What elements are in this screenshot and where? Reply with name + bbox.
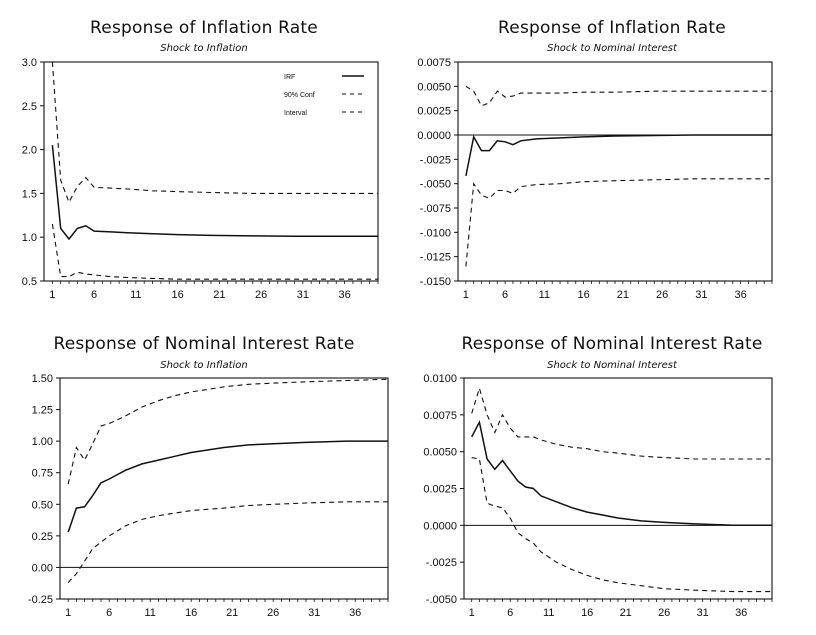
irf-line (67, 440, 388, 533)
y-tick-label: -.0150 (420, 276, 451, 288)
x-tick-label: 11 (130, 289, 141, 301)
panel-subtitle: Shock to Nominal Interest (547, 360, 677, 371)
plot-frame (457, 61, 773, 282)
confidence-band-line (51, 224, 378, 280)
y-tick-label: -.0100 (420, 227, 451, 239)
x-tick-label: 36 (338, 289, 350, 301)
y-tick-label: 0.5 (22, 276, 37, 288)
y-tick-label: 0.00 (32, 562, 53, 574)
x-tick-label: 36 (735, 607, 747, 619)
x-tick-label: 1 (469, 607, 475, 619)
y-tick-label: 0.0075 (417, 57, 451, 69)
y-tick-label: 1.00 (32, 436, 53, 448)
y-tick-label: 2.0 (22, 145, 37, 157)
y-tick-label: 0.0050 (417, 81, 451, 93)
plot-frame (43, 61, 379, 282)
chart-panel-3: Response of Nominal Interest Rate Shock … (0, 318, 408, 635)
x-tick-label: 31 (695, 289, 707, 301)
x-tick-label: 26 (656, 289, 668, 301)
x-tick-label: 6 (507, 607, 513, 619)
y-tick-label: 0.0025 (417, 106, 451, 118)
x-tick-label: 21 (617, 289, 629, 301)
y-tick-label: -.0050 (420, 179, 451, 191)
confidence-band-line (67, 378, 389, 485)
confidence-band-line (471, 386, 772, 460)
legend-label: 90% Conf (284, 92, 315, 99)
x-tick-label: 36 (734, 289, 746, 301)
y-tick-label: 0.25 (32, 531, 53, 543)
chart-svg: -.0150 -.0125 -.0100 -.0075 -.0050 -.0025 0.00… (417, 57, 773, 301)
irf-line (471, 419, 772, 527)
confidence-band-line (465, 178, 772, 267)
confidence-band-line (471, 457, 772, 593)
y-tick-label: 0.0025 (423, 484, 457, 496)
x-tick-label: 6 (91, 289, 97, 301)
x-tick-label: 31 (697, 607, 709, 619)
y-tick-label: 0.0075 (423, 410, 457, 422)
x-tick-label: 1 (49, 289, 55, 301)
x-tick-label: 11 (543, 607, 554, 619)
panel-title: Response of Nominal Interest Rate (461, 334, 763, 354)
y-tick-label: 0.0000 (423, 520, 457, 532)
x-tick-label: 21 (213, 289, 225, 301)
y-tick-label: -.0075 (420, 203, 451, 215)
legend-label: Interval (284, 110, 307, 117)
legend-label: IRF (284, 74, 295, 81)
x-tick-label: 36 (349, 607, 361, 619)
x-tick-label: 6 (106, 607, 112, 619)
panel-subtitle: Shock to Nominal Interest (547, 43, 677, 54)
x-tick-label: 31 (297, 289, 309, 301)
chart-panel-1: Response of Inflation Rate Shock to Infl… (0, 0, 408, 318)
plot-frame (59, 377, 389, 600)
x-tick-label: 31 (308, 607, 320, 619)
y-tick-label: -.0050 (426, 594, 457, 606)
y-tick-label: -.0025 (420, 154, 451, 166)
chart-svg: -.0050 -.0025 0.0000 0.0025 0.0050 0.0075 0.01… (423, 373, 773, 619)
y-tick-label: -0.25 (28, 594, 53, 606)
x-tick-label: 26 (267, 607, 279, 619)
x-tick-label: 1 (463, 289, 469, 301)
confidence-band-line (465, 85, 772, 107)
panel-subtitle: Shock to Inflation (160, 43, 248, 54)
x-tick-label: 21 (620, 607, 632, 619)
y-tick-label: 0.75 (32, 468, 53, 480)
x-tick-label: 11 (539, 289, 550, 301)
panel-title: Response of Nominal Interest Rate (53, 334, 355, 354)
y-tick-label: 0.0100 (423, 373, 457, 385)
y-tick-label: 1.0 (22, 232, 37, 244)
x-tick-label: 16 (185, 607, 197, 619)
y-tick-label: 1.50 (32, 373, 53, 385)
chart-svg: -0.250.000.250.500.751.001.251.501 6 11 16 2… (28, 373, 389, 619)
x-tick-label: 21 (226, 607, 238, 619)
x-tick-label: 16 (581, 607, 593, 619)
x-tick-label: 26 (255, 289, 267, 301)
panel-title: Response of Inflation Rate (90, 18, 318, 38)
x-tick-label: 16 (577, 289, 589, 301)
y-tick-label: 3.0 (22, 57, 37, 69)
irf-line (465, 134, 772, 177)
y-tick-label: -.0125 (420, 252, 451, 264)
x-tick-label: 26 (658, 607, 670, 619)
y-tick-label: 1.5 (22, 188, 37, 200)
confidence-band-line (67, 501, 388, 583)
x-tick-label: 16 (171, 289, 183, 301)
confidence-band-line (51, 61, 378, 204)
panel-title: Response of Inflation Rate (498, 18, 726, 38)
x-tick-label: 11 (144, 607, 155, 619)
y-tick-label: 0.50 (32, 499, 53, 511)
panel-subtitle: Shock to Inflation (160, 360, 248, 371)
plot-frame (463, 377, 773, 600)
chart-panel-2: Response of Inflation Rate Shock to Nomi… (408, 0, 816, 318)
y-tick-label: 0.0000 (417, 130, 451, 142)
x-tick-label: 6 (502, 289, 508, 301)
x-tick-label: 1 (65, 607, 71, 619)
y-tick-label: 0.0050 (423, 447, 457, 459)
chart-panel-4: Response of Nominal Interest Rate Shock … (408, 318, 816, 635)
irf-line (51, 145, 378, 241)
y-tick-label: -.0025 (426, 557, 457, 569)
y-tick-label: 2.5 (22, 101, 37, 113)
y-tick-label: 1.25 (32, 405, 53, 417)
